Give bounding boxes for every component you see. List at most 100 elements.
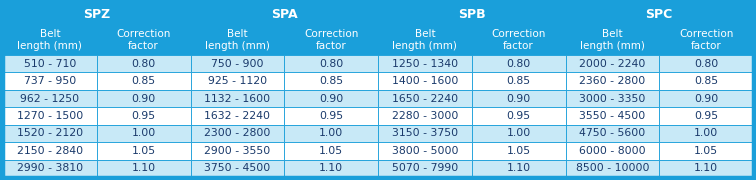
Bar bbox=[472, 160, 565, 177]
Bar bbox=[97, 55, 191, 72]
Text: 8500 - 10000: 8500 - 10000 bbox=[575, 163, 649, 173]
Text: 3000 - 3350: 3000 - 3350 bbox=[579, 94, 646, 104]
Bar bbox=[3, 72, 97, 90]
Text: 0.95: 0.95 bbox=[507, 111, 531, 121]
Text: 0.90: 0.90 bbox=[319, 94, 343, 104]
Bar bbox=[191, 90, 284, 107]
Bar bbox=[472, 72, 565, 90]
Text: 1.00: 1.00 bbox=[132, 128, 156, 138]
Text: 1632 - 2240: 1632 - 2240 bbox=[204, 111, 271, 121]
Text: Correction
factor: Correction factor bbox=[304, 29, 358, 51]
Bar bbox=[191, 160, 284, 177]
Text: 0.95: 0.95 bbox=[694, 111, 718, 121]
Bar bbox=[565, 25, 659, 55]
Bar bbox=[284, 142, 378, 160]
Text: 0.95: 0.95 bbox=[132, 111, 156, 121]
Bar bbox=[472, 55, 565, 72]
Text: 3750 - 4500: 3750 - 4500 bbox=[204, 163, 271, 173]
Bar bbox=[3, 3, 191, 25]
Text: 0.80: 0.80 bbox=[132, 59, 156, 69]
Text: 3800 - 5000: 3800 - 5000 bbox=[392, 146, 458, 156]
Text: Belt
length (mm): Belt length (mm) bbox=[17, 29, 82, 51]
Bar bbox=[284, 90, 378, 107]
Bar bbox=[659, 55, 753, 72]
Bar bbox=[378, 25, 472, 55]
Text: 0.85: 0.85 bbox=[694, 76, 718, 86]
Text: 1.05: 1.05 bbox=[319, 146, 343, 156]
Text: 1.10: 1.10 bbox=[319, 163, 343, 173]
Bar bbox=[565, 142, 659, 160]
Text: 1.00: 1.00 bbox=[319, 128, 343, 138]
Text: 2300 - 2800: 2300 - 2800 bbox=[204, 128, 271, 138]
Text: 6000 - 8000: 6000 - 8000 bbox=[579, 146, 646, 156]
Text: 1.10: 1.10 bbox=[694, 163, 718, 173]
Bar bbox=[284, 72, 378, 90]
Text: 2000 - 2240: 2000 - 2240 bbox=[579, 59, 646, 69]
Bar bbox=[97, 160, 191, 177]
Bar bbox=[659, 90, 753, 107]
Bar bbox=[659, 142, 753, 160]
Text: Belt
length (mm): Belt length (mm) bbox=[392, 29, 457, 51]
Text: 1270 - 1500: 1270 - 1500 bbox=[17, 111, 83, 121]
Bar bbox=[378, 125, 472, 142]
Text: 0.95: 0.95 bbox=[319, 111, 343, 121]
Bar bbox=[472, 125, 565, 142]
Bar bbox=[659, 125, 753, 142]
Text: 1400 - 1600: 1400 - 1600 bbox=[392, 76, 458, 86]
Text: 2990 - 3810: 2990 - 3810 bbox=[17, 163, 83, 173]
Bar bbox=[97, 142, 191, 160]
Text: 1.05: 1.05 bbox=[132, 146, 156, 156]
Text: Belt
length (mm): Belt length (mm) bbox=[580, 29, 645, 51]
Text: 0.85: 0.85 bbox=[319, 76, 343, 86]
Text: SPB: SPB bbox=[458, 8, 485, 21]
Bar bbox=[284, 25, 378, 55]
Text: 2150 - 2840: 2150 - 2840 bbox=[17, 146, 83, 156]
Text: 0.80: 0.80 bbox=[694, 59, 718, 69]
Text: 1650 - 2240: 1650 - 2240 bbox=[392, 94, 458, 104]
Bar bbox=[191, 3, 378, 25]
Text: 1.00: 1.00 bbox=[507, 128, 531, 138]
Text: 2360 - 2800: 2360 - 2800 bbox=[579, 76, 646, 86]
Bar bbox=[565, 90, 659, 107]
Bar bbox=[659, 160, 753, 177]
Bar bbox=[472, 25, 565, 55]
Bar bbox=[97, 125, 191, 142]
Text: SPC: SPC bbox=[646, 8, 673, 21]
Bar bbox=[472, 90, 565, 107]
Bar bbox=[191, 25, 284, 55]
Bar bbox=[565, 55, 659, 72]
Text: SPZ: SPZ bbox=[83, 8, 110, 21]
Text: Belt
length (mm): Belt length (mm) bbox=[205, 29, 270, 51]
Text: 962 - 1250: 962 - 1250 bbox=[20, 94, 79, 104]
Bar bbox=[3, 25, 97, 55]
Bar bbox=[472, 107, 565, 125]
Text: 737 - 950: 737 - 950 bbox=[23, 76, 76, 86]
Text: 1132 - 1600: 1132 - 1600 bbox=[204, 94, 271, 104]
Text: 3150 - 3750: 3150 - 3750 bbox=[392, 128, 458, 138]
Bar bbox=[284, 125, 378, 142]
Bar bbox=[378, 90, 472, 107]
Text: 2900 - 3550: 2900 - 3550 bbox=[204, 146, 271, 156]
Bar bbox=[378, 3, 565, 25]
Text: Correction
factor: Correction factor bbox=[116, 29, 171, 51]
Bar bbox=[191, 107, 284, 125]
Bar bbox=[191, 125, 284, 142]
Bar bbox=[565, 107, 659, 125]
Text: 1.05: 1.05 bbox=[507, 146, 531, 156]
Bar bbox=[191, 142, 284, 160]
Bar bbox=[565, 125, 659, 142]
Text: 750 - 900: 750 - 900 bbox=[211, 59, 264, 69]
Bar bbox=[3, 160, 97, 177]
Bar bbox=[3, 125, 97, 142]
Bar bbox=[97, 72, 191, 90]
Text: 925 - 1120: 925 - 1120 bbox=[208, 76, 267, 86]
Bar bbox=[3, 107, 97, 125]
Text: 3550 - 4500: 3550 - 4500 bbox=[579, 111, 646, 121]
Bar bbox=[97, 107, 191, 125]
Bar bbox=[378, 72, 472, 90]
Bar bbox=[97, 90, 191, 107]
Bar bbox=[565, 3, 753, 25]
Bar bbox=[3, 142, 97, 160]
Bar bbox=[378, 142, 472, 160]
Text: 1.10: 1.10 bbox=[507, 163, 531, 173]
